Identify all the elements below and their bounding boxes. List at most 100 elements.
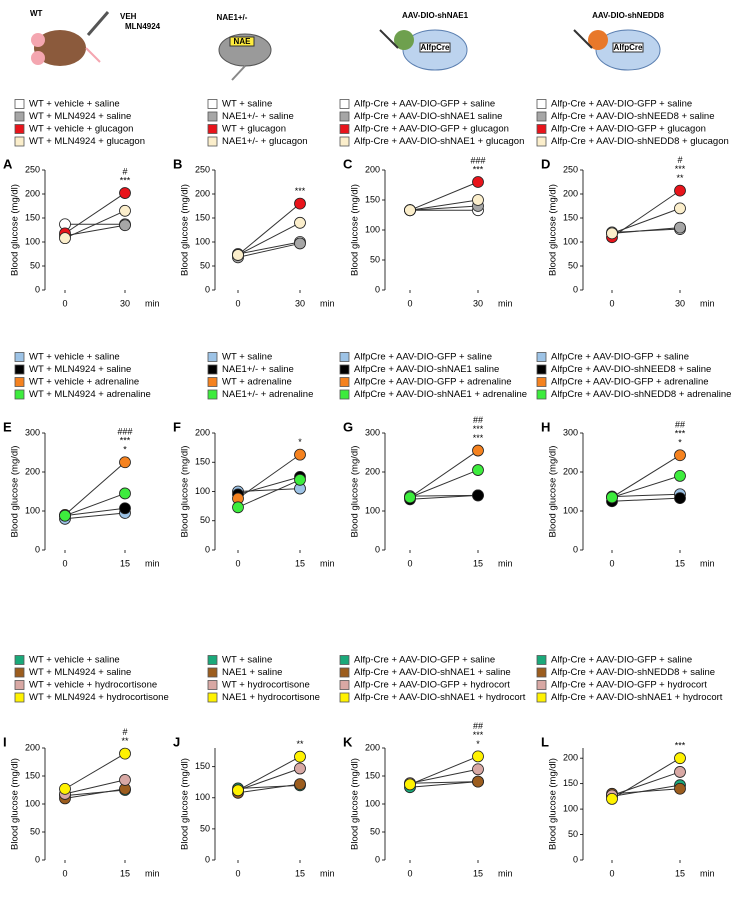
y-tick-label: 50 <box>200 260 210 270</box>
data-point <box>404 204 416 217</box>
legend-label: WT + saline <box>222 99 272 110</box>
legend-swatch <box>536 364 547 375</box>
gene-box <box>612 42 644 53</box>
y-tick-label: 0 <box>35 544 40 554</box>
panel-label: B <box>173 156 182 171</box>
x-tick-label: 30 <box>675 298 685 308</box>
y-tick-label: 0 <box>573 854 578 864</box>
legend-swatch <box>339 99 350 109</box>
legend-swatch <box>207 136 218 147</box>
illustration-shnae1 <box>379 29 468 71</box>
legend-swatch <box>536 124 547 134</box>
illustration-nae1 <box>218 33 272 81</box>
significance-mark: * <box>123 445 127 455</box>
series-line <box>237 222 301 256</box>
series-line <box>611 788 681 795</box>
data-point <box>674 184 686 197</box>
y-tick-label: 0 <box>35 854 40 864</box>
legend-label: Alfp-Cre + AAV-DIO-GFP + glucagon <box>551 124 706 135</box>
significance-mark: ## <box>473 415 483 425</box>
data-point <box>294 448 306 461</box>
y-tick-label: 150 <box>365 194 380 204</box>
legend-label: WT + MLN4924 + hydrocortisone <box>29 692 169 703</box>
data-point <box>232 784 244 797</box>
legend-swatch <box>207 352 218 362</box>
gene-box <box>419 42 451 53</box>
y-tick-label: 0 <box>205 854 210 864</box>
legend-label: Alfp-Cre + AAV-DIO-GFP + saline <box>551 99 692 110</box>
significance-mark: # <box>122 727 127 737</box>
series-line <box>237 488 301 492</box>
y-tick-label: 100 <box>365 224 380 234</box>
y-axis-title: Blood glucose (mg/dl) <box>548 184 559 276</box>
illustration-shnedd8 <box>573 29 661 71</box>
significance-mark: *** <box>473 424 484 434</box>
x-tick-label: 0 <box>609 868 614 878</box>
significance-mark: # <box>122 166 127 176</box>
legend-swatch <box>14 352 25 362</box>
series-line <box>64 753 126 790</box>
y-tick-label: 100 <box>195 486 210 496</box>
x-tick-label: 0 <box>62 558 67 568</box>
y-tick-label: 150 <box>195 457 210 467</box>
legend-label: Alfp-Cre + AAV-DIO-GFP + hydrocort <box>354 680 510 691</box>
series-line <box>64 512 126 520</box>
y-tick-label: 200 <box>563 188 578 198</box>
legend-label: Alfp-Cre + AAV-DIO-shNAE1 + saline <box>354 667 511 678</box>
y-tick-label: 200 <box>365 164 380 174</box>
legend-label: WT + saline <box>222 352 272 363</box>
legend-swatch <box>14 680 25 690</box>
data-point <box>674 221 686 234</box>
legend-label: WT + glucagon <box>222 124 286 135</box>
legend-swatch <box>339 124 350 134</box>
significance-mark: *** <box>473 164 484 174</box>
y-tick-label: 200 <box>25 188 40 198</box>
series-line <box>64 779 126 795</box>
series-line <box>64 492 126 517</box>
y-axis-title: Blood glucose (mg/dl) <box>180 758 191 850</box>
significance-mark: *** <box>295 186 306 196</box>
data-point <box>674 752 686 765</box>
data-point <box>404 491 416 504</box>
series-line <box>237 756 301 791</box>
x-unit: min <box>320 298 335 308</box>
x-tick-label: 0 <box>609 558 614 568</box>
legend-label: AlfpCre + AAV-DIO-GFP + adrenaline <box>551 377 709 388</box>
legend-swatch <box>14 364 25 375</box>
legend-swatch <box>339 377 350 387</box>
y-tick-label: 200 <box>365 466 380 476</box>
y-tick-label: 200 <box>25 742 40 752</box>
x-unit: min <box>320 868 335 878</box>
data-point <box>472 444 484 457</box>
y-tick-label: 0 <box>375 284 380 294</box>
virus <box>588 30 608 50</box>
data-point <box>674 492 686 505</box>
legend-label: Alfp-Cre + AAV-DIO-GFP + glucagon <box>354 124 509 135</box>
legend-label: Alfp-Cre + AAV-DIO-GFP + saline <box>354 655 495 666</box>
panel-label: L <box>541 734 549 749</box>
data-point <box>404 778 416 791</box>
x-tick-label: 0 <box>609 298 614 308</box>
mouse-tail <box>231 65 246 81</box>
y-tick-label: 150 <box>25 770 40 780</box>
y-axis-title: Blood glucose (mg/dl) <box>180 446 191 538</box>
legend-label: AlfpCre + AAV-DIO-GFP + saline <box>551 352 689 363</box>
legend-label: Alfp-Cre + AAV-DIO-shNEDD8 + glucagon <box>551 136 729 147</box>
y-tick-label: 100 <box>195 236 210 246</box>
panel-label: I <box>3 734 7 749</box>
series-line <box>237 454 301 499</box>
panel-label: A <box>3 156 13 171</box>
series-line <box>409 450 479 498</box>
panel: Alfp-Cre + AAV-DIO-GFP + salineAlfp-Cre … <box>536 655 723 878</box>
data-point <box>59 782 71 795</box>
legend-label: Alfp-Cre + AAV-DIO-shNAE1 + hydrocort <box>551 692 723 703</box>
x-unit: min <box>145 868 160 878</box>
legend-label: WT + vehicle + saline <box>29 352 120 363</box>
data-point <box>674 469 686 482</box>
panel: AlfpCre + AAV-DIO-GFP + saline AlfpCre + … <box>536 352 731 568</box>
panel: Alfp-Cre + AAV-DIO-GFP + salineAlfp-Cre … <box>339 655 526 878</box>
